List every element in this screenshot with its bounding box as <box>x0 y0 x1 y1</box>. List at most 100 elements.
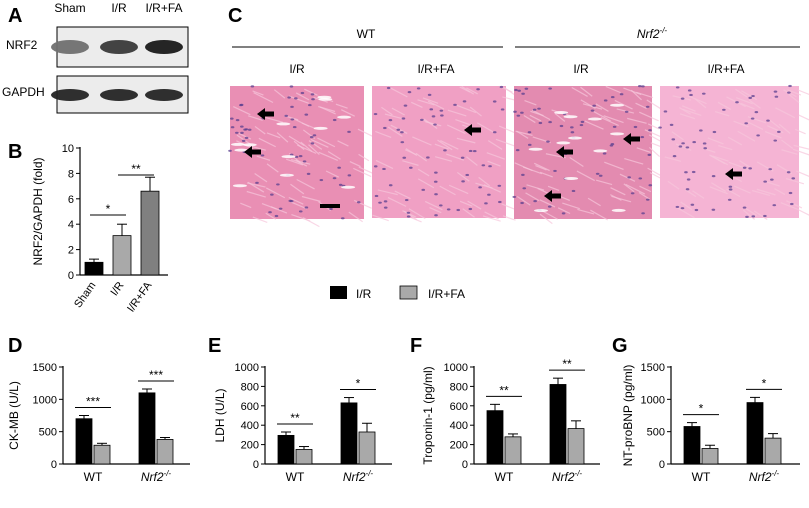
significance-label: *** <box>149 368 163 382</box>
nucleus <box>276 183 280 186</box>
muscle-fiber <box>737 130 756 142</box>
significance-label: ** <box>562 357 572 371</box>
muscle-fiber <box>429 206 442 214</box>
y-tick-label: 600 <box>241 401 259 413</box>
muscle-fiber <box>539 171 553 178</box>
muscle-fiber <box>785 178 805 185</box>
nucleus <box>745 215 749 218</box>
bar <box>504 436 522 465</box>
nucleus <box>284 114 289 118</box>
nucleus <box>770 178 774 181</box>
muscle-fiber <box>462 208 475 218</box>
muscle-fiber <box>301 195 321 202</box>
muscle-fiber <box>596 179 613 186</box>
muscle-fiber <box>411 101 423 108</box>
muscle-fiber <box>736 97 753 105</box>
legend-label-irfa: I/R+FA <box>428 287 465 301</box>
muscle-fiber <box>258 137 276 148</box>
tissue-gap <box>242 143 257 147</box>
muscle-fiber <box>727 136 743 146</box>
panel-letter-a: A <box>8 5 22 27</box>
nucleus <box>378 201 382 204</box>
nucleus <box>461 180 465 183</box>
nucleus <box>250 85 255 88</box>
muscle-fiber <box>353 167 372 178</box>
muscle-fiber <box>459 200 473 207</box>
tissue-gap <box>341 185 356 189</box>
y-tick-label: 10 <box>62 143 74 155</box>
tissue-gap <box>564 176 579 180</box>
muscle-fiber <box>580 86 593 97</box>
muscle-fiber <box>246 190 266 198</box>
nucleus <box>527 143 532 146</box>
nucleus <box>402 156 407 159</box>
muscle-fiber <box>290 201 308 210</box>
muscle-fiber <box>288 135 305 147</box>
y-axis-label: NRF2/GAPDH (fold) <box>31 157 45 265</box>
nucleus <box>309 136 314 139</box>
group-label-nrf2: Nrf2-/- <box>637 26 668 41</box>
muscle-fiber <box>248 115 263 121</box>
nrf2-irfa-histology <box>658 84 809 221</box>
muscle-fiber <box>308 144 320 156</box>
nucleus <box>300 91 305 95</box>
muscle-fiber <box>391 107 405 116</box>
muscle-fiber <box>526 184 545 191</box>
tissue-background <box>372 86 506 218</box>
nucleus <box>294 155 299 158</box>
muscle-fiber <box>525 192 540 202</box>
significance-label: ** <box>290 411 300 425</box>
nucleus <box>500 108 505 111</box>
muscle-fiber <box>295 92 310 101</box>
nucleus <box>373 165 378 168</box>
nucleus <box>548 87 552 90</box>
muscle-fiber <box>381 106 393 116</box>
nucleus <box>571 189 576 193</box>
nucleus <box>689 93 693 97</box>
tissue-gap <box>279 173 294 177</box>
nucleus <box>787 91 791 94</box>
nucleus <box>308 103 312 107</box>
x-tick-label: Nrf2-/- <box>552 469 583 484</box>
y-tick-label: 0 <box>68 270 74 282</box>
nucleus <box>627 176 631 179</box>
muscle-fiber <box>787 89 802 96</box>
muscle-fiber <box>753 210 768 221</box>
nucleus <box>433 180 438 183</box>
nucleus <box>513 110 517 113</box>
muscle-fiber <box>302 217 320 228</box>
nucleus <box>404 198 409 202</box>
nucleus <box>401 117 406 120</box>
muscle-fiber <box>475 182 493 189</box>
nucleus <box>420 118 424 121</box>
muscle-fiber <box>247 181 265 193</box>
nucleus <box>278 207 283 210</box>
nucleus <box>711 208 716 211</box>
muscle-fiber <box>377 189 398 196</box>
nucleus <box>487 193 491 196</box>
arrow-marker <box>244 146 261 158</box>
nucleus <box>521 173 525 176</box>
nucleus <box>230 117 234 120</box>
nucleus <box>532 108 537 111</box>
significance-label: * <box>106 202 111 216</box>
nucleus <box>274 214 279 218</box>
muscle-fiber <box>638 191 651 200</box>
muscle-fiber <box>794 128 806 135</box>
blot-band <box>100 89 138 101</box>
muscle-fiber <box>535 165 547 171</box>
nucleus <box>675 205 680 209</box>
tissue-background <box>660 86 799 218</box>
muscle-fiber <box>610 187 626 196</box>
muscle-fiber <box>739 160 751 168</box>
muscle-fiber <box>318 105 336 113</box>
muscle-fiber <box>636 91 654 99</box>
nucleus <box>240 125 244 128</box>
y-tick-label: 500 <box>647 427 665 439</box>
x-tick-label: WT <box>692 470 711 484</box>
nucleus <box>228 149 232 152</box>
muscle-fiber <box>256 155 271 161</box>
muscle-fiber <box>795 170 809 177</box>
muscle-fiber <box>522 166 543 175</box>
y-tick-label: 400 <box>450 420 468 432</box>
